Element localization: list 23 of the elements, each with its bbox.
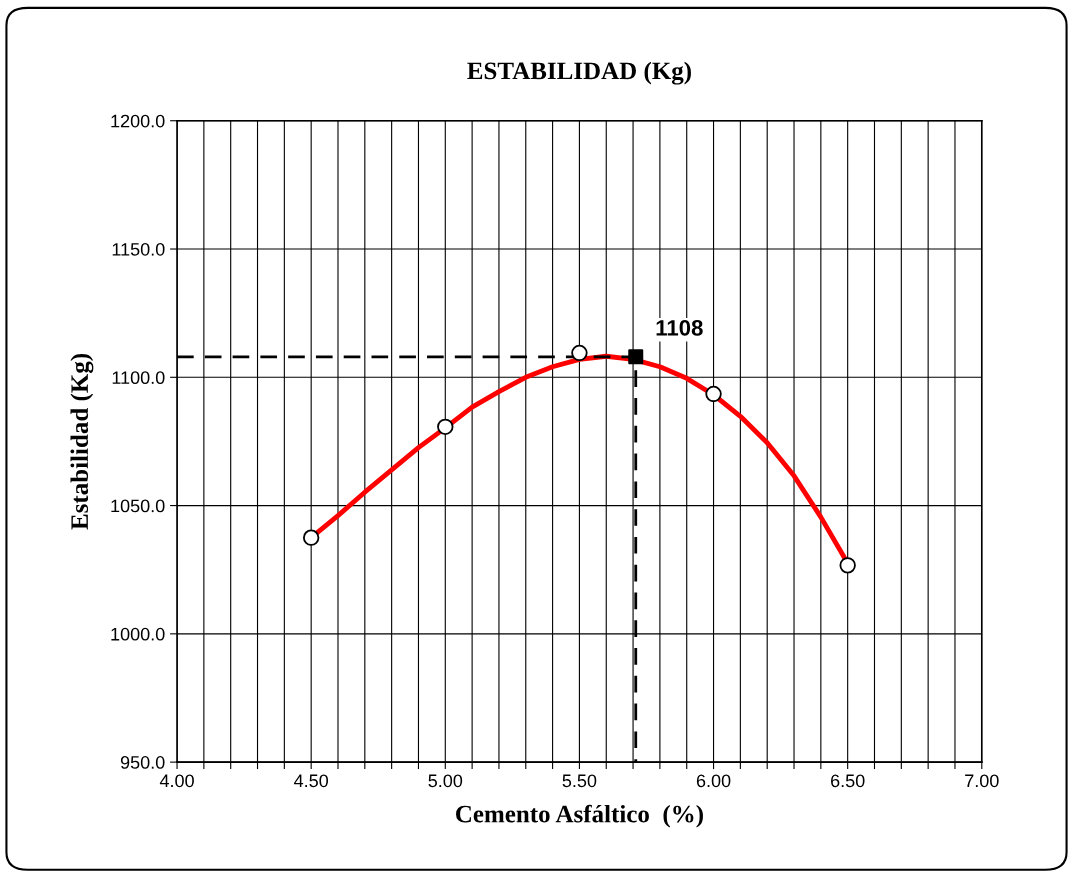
point — [437, 418, 454, 436]
point — [302, 529, 320, 546]
y-tick-label: 1150.0 — [112, 242, 165, 256]
x-tick-label: 7.00 — [965, 774, 999, 788]
y-axis-title: Estabilidad (Kg) — [70, 353, 94, 530]
x-tick-label: 5.00 — [428, 774, 463, 788]
y-tick-label: 1200.0 — [111, 114, 165, 128]
x-tick-label: 4.00 — [159, 774, 194, 788]
chart-title: ESTABILIDAD (Kg) — [467, 61, 691, 85]
y-tick-label: 1100.0 — [112, 371, 165, 385]
x-axis-title: Cemento Asfáltico (%) — [456, 804, 703, 828]
annotation: 1108 — [656, 319, 703, 336]
point — [571, 344, 588, 362]
point — [839, 557, 856, 574]
x-tick-label: 4.50 — [294, 774, 329, 788]
y-tick-label: 1000.0 — [111, 627, 165, 641]
y-tick-label: 1050.0 — [111, 499, 165, 513]
point — [705, 385, 722, 403]
x-tick-label: 5.50 — [562, 774, 597, 788]
y-tick-label: 950.0 — [120, 756, 165, 769]
x-tick-label: 6.50 — [831, 774, 865, 788]
point — [628, 349, 644, 365]
x-tick-label: 6.00 — [696, 774, 731, 788]
